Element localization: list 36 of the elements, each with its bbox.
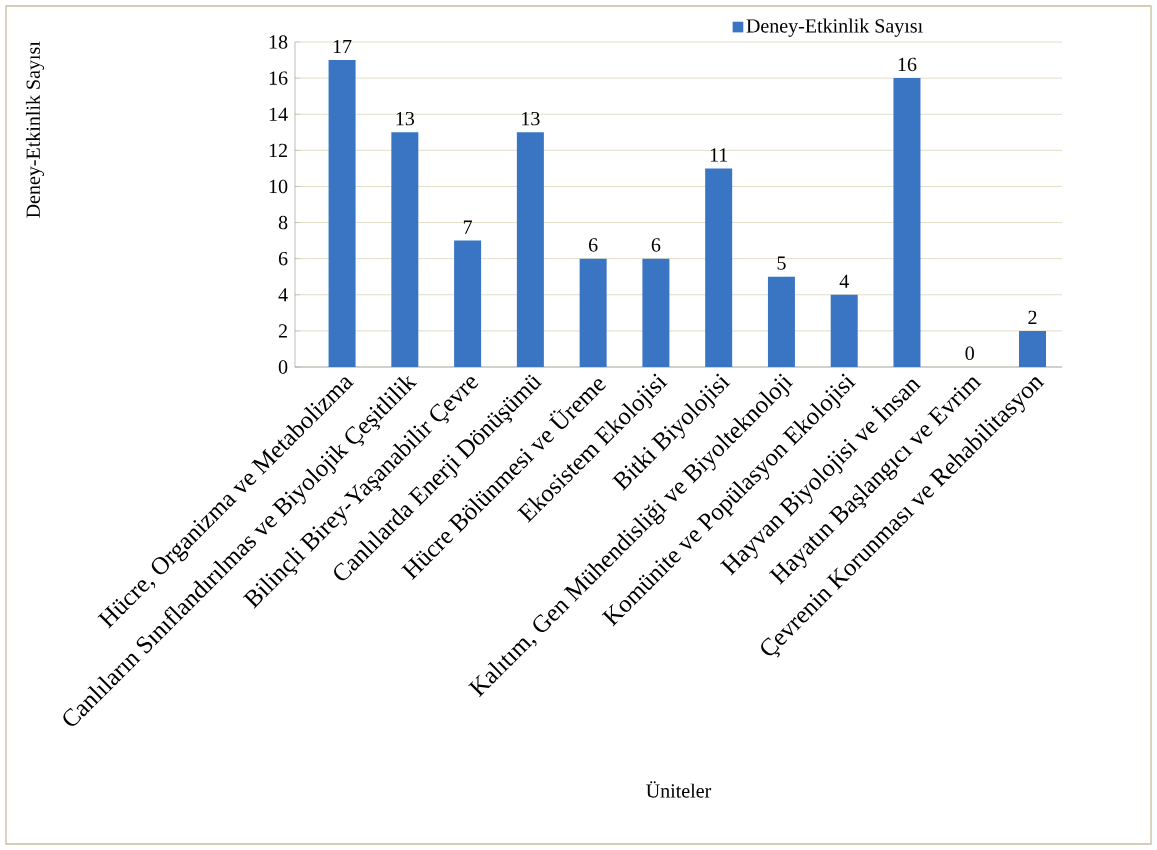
bar xyxy=(893,78,921,367)
data-label: 17 xyxy=(333,39,352,54)
legend-label: Deney-Etkinlik Sayısı xyxy=(746,18,923,37)
bar xyxy=(516,132,544,367)
data-label: 4 xyxy=(839,274,849,288)
y-tick-label: 2 xyxy=(278,324,287,338)
bar xyxy=(767,276,795,367)
data-label: 16 xyxy=(898,57,917,72)
bar xyxy=(1019,330,1046,367)
data-label: 6 xyxy=(651,238,661,252)
bar xyxy=(391,132,419,367)
data-label: 5 xyxy=(777,256,786,270)
y-tick-label: 14 xyxy=(269,107,288,121)
bar xyxy=(328,60,356,367)
data-label: 13 xyxy=(522,111,540,126)
data-label: 2 xyxy=(1028,310,1037,324)
y-tick-label: 0 xyxy=(278,360,288,374)
data-label: 7 xyxy=(463,220,473,234)
y-tick-label: 6 xyxy=(278,251,288,266)
y-tick-label: 18 xyxy=(269,35,288,49)
bar xyxy=(579,258,607,367)
data-label: 13 xyxy=(396,111,415,126)
y-tick-label: 12 xyxy=(269,143,287,157)
bar xyxy=(705,168,733,367)
data-label: 0 xyxy=(965,346,974,361)
bar xyxy=(830,294,858,367)
bar xyxy=(454,240,482,367)
y-tick-label: 10 xyxy=(269,179,288,194)
x-axis-title: Üniteler xyxy=(646,781,712,798)
y-tick-label: 4 xyxy=(278,288,288,302)
y-axis-title: Deney-Etkinlik Sayısı xyxy=(25,41,45,218)
y-tick-label: 16 xyxy=(269,71,288,85)
data-label: 11 xyxy=(710,148,728,162)
data-label: 6 xyxy=(589,238,598,252)
y-tick-label: 8 xyxy=(278,215,288,230)
bar xyxy=(642,258,670,367)
